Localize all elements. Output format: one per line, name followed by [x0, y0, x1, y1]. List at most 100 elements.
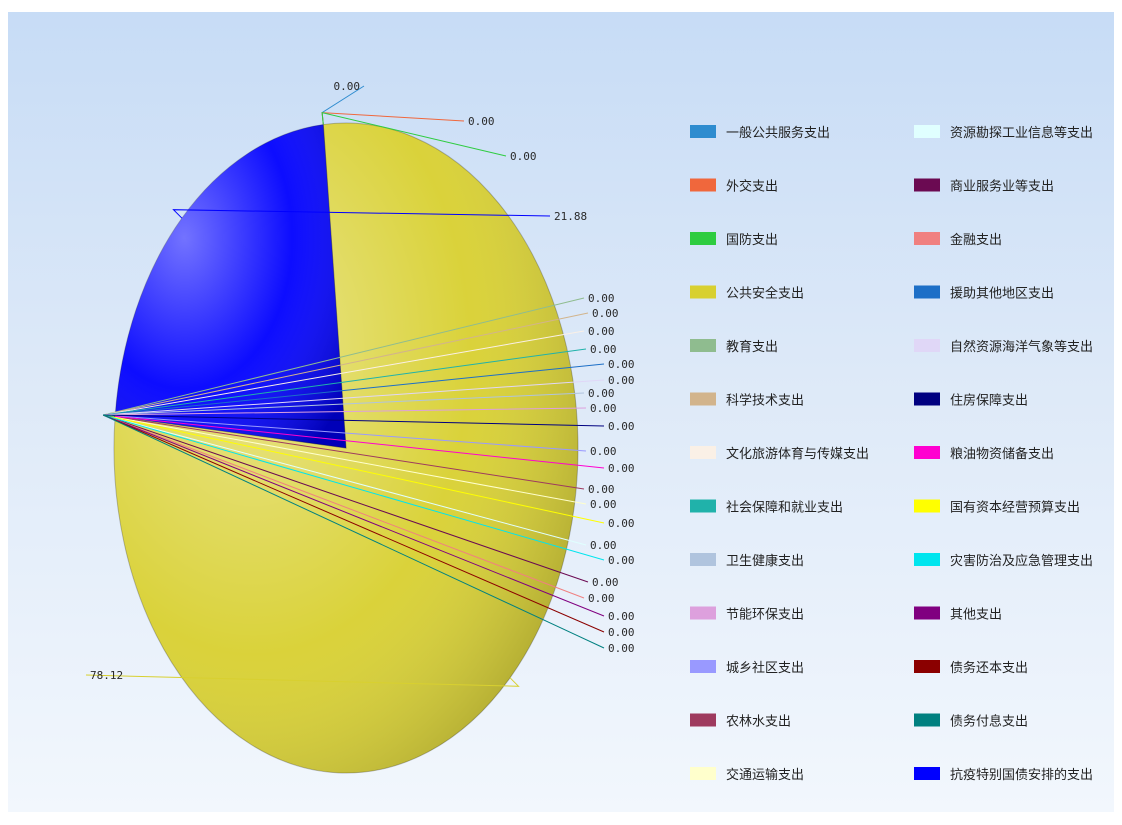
data-label: 0.00	[590, 343, 617, 356]
legend-item[interactable]: 外交支出	[690, 178, 778, 195]
data-label: 0.00	[592, 576, 619, 589]
legend-swatch	[914, 232, 940, 245]
data-label: 0.00	[608, 374, 635, 387]
legend-item[interactable]: 抗疫特别国债安排的支出	[914, 767, 1093, 783]
legend-item[interactable]: 科学技术支出	[690, 392, 804, 409]
data-label: 0.00	[608, 517, 635, 530]
legend-item[interactable]: 文化旅游体育与传媒支出	[690, 446, 869, 462]
pie-chart: 0.00 0.00 0.00 78.12 0.00 0.00 0.00 0.00 0.00 0.0…	[85, 80, 1093, 783]
data-label: 0.00	[608, 626, 635, 639]
legend-swatch	[690, 446, 716, 459]
legend-item[interactable]: 公共安全支出	[690, 285, 804, 302]
legend-label: 文化旅游体育与传媒支出	[726, 446, 869, 462]
legend-label: 社会保障和就业支出	[726, 500, 843, 516]
legend-swatch	[914, 339, 940, 352]
data-label: 0.00	[510, 150, 537, 163]
legend-label: 资源勘探工业信息等支出	[950, 125, 1093, 141]
legend-label: 债务还本支出	[950, 660, 1028, 676]
legend-item[interactable]: 其他支出	[914, 606, 1002, 623]
legend-swatch	[690, 553, 716, 566]
data-label: 78.12	[90, 669, 123, 682]
legend-item[interactable]: 城乡社区支出	[690, 660, 804, 676]
data-label: 0.00	[590, 498, 617, 511]
legend-label: 科学技术支出	[726, 393, 804, 409]
data-label: 0.00	[608, 554, 635, 567]
legend-swatch	[690, 767, 716, 780]
legend-swatch	[914, 125, 940, 138]
legend-label: 节能环保支出	[726, 608, 804, 623]
pie-labels: 0.00 0.00 0.00 78.12 0.00 0.00 0.00 0.00 0.00 0.0…	[85, 80, 635, 687]
legend-item[interactable]: 交通运输支出	[690, 767, 804, 783]
legend-item[interactable]: 国有资本经营预算支出	[914, 499, 1080, 516]
legend-swatch	[914, 499, 940, 513]
legend-item[interactable]: 教育支出	[690, 339, 778, 355]
data-label: 0.00	[588, 483, 615, 496]
legend-label: 商业服务业等支出	[950, 179, 1054, 195]
data-label: 0.00	[334, 80, 361, 93]
legend-item[interactable]: 农林水支出	[690, 713, 791, 730]
legend-label: 城乡社区支出	[726, 660, 804, 676]
legend-label: 债务付息支出	[950, 714, 1028, 730]
legend-label: 公共安全支出	[726, 286, 804, 302]
legend-label: 交通运输支出	[726, 767, 804, 783]
legend-item[interactable]: 商业服务业等支出	[914, 178, 1054, 195]
legend-item[interactable]: 节能环保支出	[690, 606, 804, 623]
slice-25[interactable]	[114, 123, 347, 449]
leader-line	[321, 111, 507, 157]
legend-label: 其他支出	[950, 608, 1002, 623]
legend-item[interactable]: 援助其他地区支出	[914, 285, 1054, 302]
data-label: 0.00	[588, 592, 615, 605]
legend-swatch	[914, 713, 940, 727]
legend-item[interactable]: 粮油物资储备支出	[914, 446, 1054, 462]
data-label: 21.88	[554, 210, 587, 223]
legend-swatch	[690, 125, 716, 138]
leader-line	[85, 674, 520, 687]
legend-swatch	[914, 446, 940, 459]
legend-label: 援助其他地区支出	[950, 287, 1054, 302]
data-label: 0.00	[588, 325, 615, 338]
leader-line	[102, 414, 605, 649]
legend-label: 卫生健康支出	[726, 553, 804, 569]
legend-item[interactable]: 一般公共服务支出	[690, 125, 830, 141]
legend-label: 灾害防治及应急管理支出	[950, 553, 1093, 569]
legend-label: 住房保障支出	[950, 393, 1028, 409]
legend-label: 金融支出	[950, 232, 1002, 248]
legend-label: 一般公共服务支出	[726, 125, 830, 141]
legend-swatch	[690, 392, 716, 406]
legend-item[interactable]: 金融支出	[914, 232, 1002, 248]
legend-swatch	[690, 232, 716, 245]
legend-swatch	[690, 606, 716, 620]
legend-swatch	[914, 285, 940, 299]
chart-panel: 0.00 0.00 0.00 78.12 0.00 0.00 0.00 0.00 0.00 0.0…	[8, 12, 1114, 812]
data-label: 0.00	[608, 462, 635, 475]
legend-swatch	[914, 606, 940, 620]
legend-label: 抗疫特别国债安排的支出	[950, 767, 1093, 783]
legend-swatch	[690, 499, 716, 513]
legend-swatch	[914, 660, 940, 673]
legend-label: 国有资本经营预算支出	[950, 501, 1080, 516]
data-label: 0.00	[590, 402, 617, 415]
data-label: 0.00	[468, 115, 495, 128]
legend-item[interactable]: 卫生健康支出	[690, 553, 804, 569]
legend-label: 国防支出	[726, 232, 778, 248]
data-label: 0.00	[588, 292, 615, 305]
legend-label: 粮油物资储备支出	[950, 446, 1054, 462]
legend-swatch	[690, 713, 716, 727]
data-label: 0.00	[608, 610, 635, 623]
legend-item[interactable]: 灾害防治及应急管理支出	[914, 553, 1093, 569]
legend-item[interactable]: 债务付息支出	[914, 713, 1028, 730]
data-label: 0.00	[590, 539, 617, 552]
pie-slices	[113, 122, 579, 774]
legend-item[interactable]: 自然资源海洋气象等支出	[914, 339, 1093, 355]
legend-item[interactable]: 资源勘探工业信息等支出	[914, 125, 1093, 141]
legend-label: 教育支出	[726, 339, 778, 355]
legend-item[interactable]: 债务还本支出	[914, 660, 1028, 676]
legend-item[interactable]: 国防支出	[690, 232, 778, 248]
legend-label: 农林水支出	[726, 715, 791, 730]
legend-swatch	[690, 339, 716, 352]
legend-swatch	[914, 178, 940, 192]
legend-label: 外交支出	[726, 179, 778, 195]
legend-item[interactable]: 住房保障支出	[914, 392, 1028, 409]
legend-swatch	[914, 553, 940, 566]
legend-item[interactable]: 社会保障和就业支出	[690, 499, 843, 516]
